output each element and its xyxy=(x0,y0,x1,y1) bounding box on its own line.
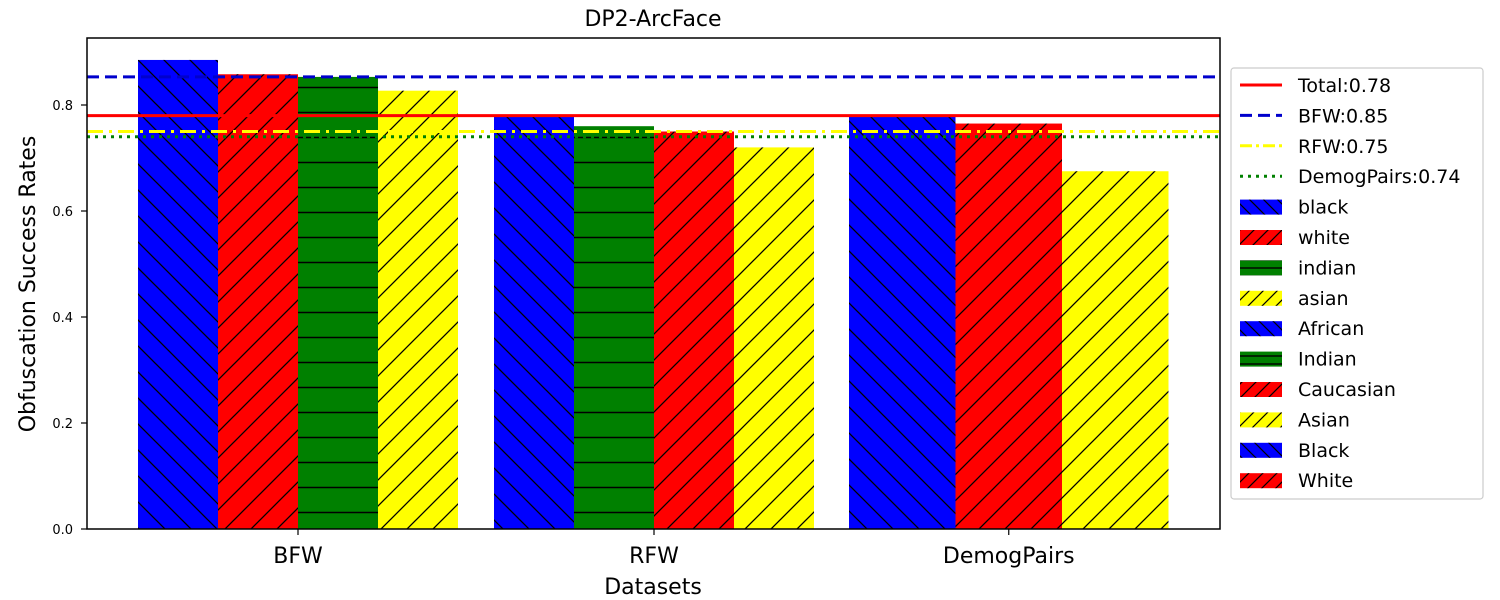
reference-lines xyxy=(87,75,1220,139)
y-axis-label: Obfuscation Success Rates xyxy=(16,136,41,433)
bar-hatch xyxy=(574,126,654,529)
legend-label: black xyxy=(1298,197,1348,219)
legend-label: RFW:0.75 xyxy=(1298,136,1389,158)
legend-label: white xyxy=(1298,227,1350,249)
bar-hatch xyxy=(849,115,956,529)
bar-hatch xyxy=(494,115,574,529)
bars xyxy=(138,59,1169,529)
legend-patch-hatch xyxy=(1240,442,1282,458)
bar-hatch xyxy=(1062,171,1169,529)
legend-label: African xyxy=(1298,318,1364,340)
x-tick-label: DemogPairs xyxy=(943,544,1075,569)
y-tick-label: 0.6 xyxy=(52,205,73,220)
chart-title: DP2-ArcFace xyxy=(584,7,721,32)
legend-label: Caucasian xyxy=(1298,379,1396,401)
y-tick-label: 0.2 xyxy=(52,417,73,432)
bar-hatch xyxy=(734,147,814,529)
x-axis-ticks: BFW RFW DemogPairs xyxy=(273,529,1075,569)
legend-patch-hatch xyxy=(1240,199,1282,215)
bar-hatch xyxy=(298,76,378,529)
bar-hatch xyxy=(955,123,1062,529)
legend-patch-hatch xyxy=(1240,412,1282,428)
y-tick-label: 0.0 xyxy=(52,523,73,538)
y-axis-ticks: 0.0 0.2 0.4 0.6 0.8 xyxy=(52,99,87,538)
legend: Total:0.78 BFW:0.85 RFW:0.75 DemogPairs:0.7… xyxy=(1230,67,1484,500)
legend-label: Black xyxy=(1298,440,1349,462)
legend-patch-hatch xyxy=(1240,382,1282,397)
x-tick-label: BFW xyxy=(273,544,323,569)
legend-label: asian xyxy=(1298,288,1349,310)
legend-patch-hatch xyxy=(1240,321,1282,337)
legend-label: Asian xyxy=(1298,409,1350,431)
legend-patch-hatch xyxy=(1240,351,1282,367)
plot-area xyxy=(86,37,1221,530)
bar-hatch xyxy=(654,131,734,529)
legend-label: indian xyxy=(1298,257,1356,279)
legend-label: White xyxy=(1298,470,1353,492)
legend-patch-hatch xyxy=(1240,230,1282,245)
legend-patch-hatch xyxy=(1240,290,1282,306)
x-tick-label: RFW xyxy=(629,544,679,569)
legend-patch-hatch xyxy=(1240,473,1282,489)
legend-label: Indian xyxy=(1298,349,1357,371)
legend-frame xyxy=(1230,67,1484,500)
legend-label: DemogPairs:0.74 xyxy=(1298,166,1460,188)
legend-label: BFW:0.85 xyxy=(1298,105,1388,127)
legend-patch-hatch xyxy=(1240,260,1282,276)
bar-hatch xyxy=(378,90,458,529)
y-tick-label: 0.4 xyxy=(52,311,73,326)
legend-label: Total:0.78 xyxy=(1297,75,1391,97)
y-tick-label: 0.8 xyxy=(52,99,73,114)
bar-hatch xyxy=(218,74,298,529)
x-axis-label: Datasets xyxy=(604,575,702,600)
